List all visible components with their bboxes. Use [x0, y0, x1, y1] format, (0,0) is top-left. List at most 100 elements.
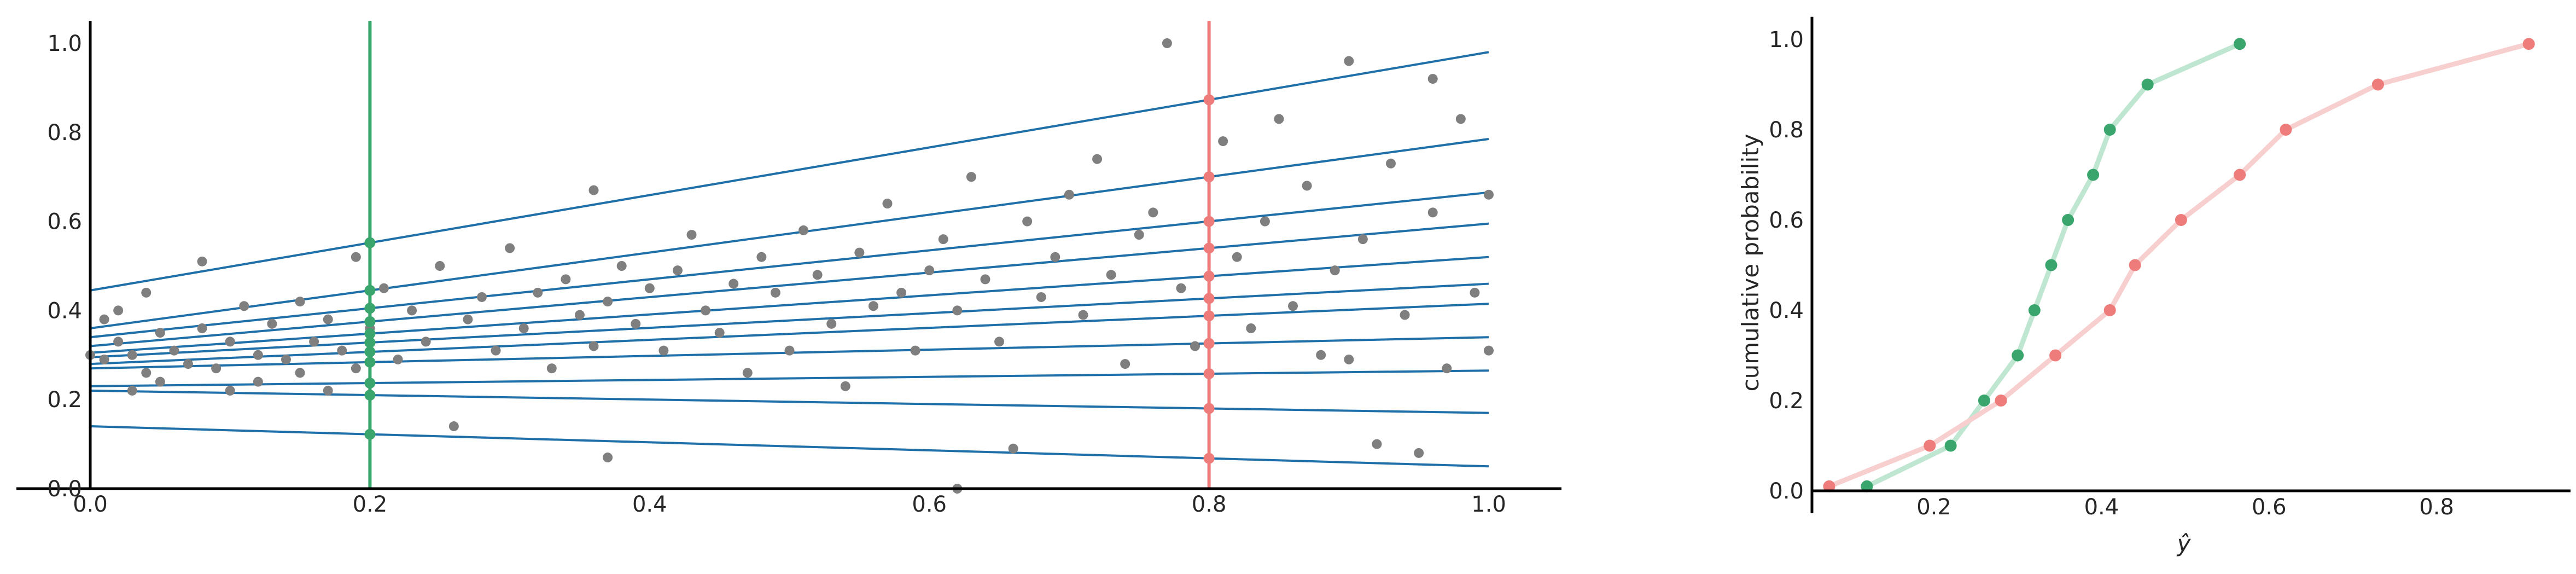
y-tick-label: 0.4 [47, 298, 82, 323]
scatter-point [99, 314, 109, 324]
scatter-point [407, 305, 417, 316]
cumulative-probability-panel: 0.2 0.4 0.6 0.8 0.0 0.2 0.4 0.6 0.8 1.0 cumulativ… [1737, 16, 2571, 557]
scatter-point [546, 363, 557, 374]
scatter-point [253, 376, 263, 387]
scatter-point [378, 283, 389, 293]
scatter-point [896, 287, 907, 298]
scatter-point [966, 172, 976, 182]
cdf-point [1823, 480, 1835, 492]
scatter-point [1330, 265, 1340, 276]
intersection-marker [364, 303, 376, 314]
scatter-point [701, 305, 711, 316]
intersection-marker [1203, 403, 1215, 414]
y-tick-label: 1.0 [47, 31, 82, 56]
scatter-point [784, 345, 795, 356]
scatter-point [225, 337, 235, 347]
cdf-point [1861, 480, 1873, 492]
scatter-point [141, 287, 151, 298]
scatter-point [658, 345, 669, 356]
scatter-point [295, 368, 305, 378]
intersection-marker [364, 328, 376, 339]
y-tick-label: 0.8 [1769, 118, 1804, 143]
vertical-reference-lines [368, 21, 1211, 489]
right-tick-labels: 0.2 0.4 0.6 0.8 0.0 0.2 0.4 0.6 0.8 1.0 [1769, 27, 2454, 520]
scatter-point [574, 310, 585, 320]
scatter-point [183, 359, 193, 369]
scatter-point [1050, 252, 1060, 262]
y-tick-label: 0.6 [1769, 208, 1804, 233]
intersection-marker [364, 346, 376, 358]
intersection-marker [364, 356, 376, 368]
scatter-point [1400, 310, 1410, 320]
scatter-points [85, 38, 1494, 494]
scatter-point [1414, 448, 1424, 458]
cdf-point [2371, 78, 2384, 91]
scatter-point [1134, 230, 1144, 240]
scatter-point [840, 381, 850, 391]
cdf-series [1823, 38, 2535, 492]
quantile-line-2 [90, 389, 1489, 414]
scatter-point [588, 341, 599, 351]
scatter-point [1288, 301, 1298, 311]
x-tick-label: 0.6 [912, 492, 947, 517]
x-tick-label: 0.4 [2084, 495, 2119, 520]
left-axes [16, 21, 1561, 490]
cdf-point [2012, 349, 2024, 362]
scatter-point [281, 354, 291, 364]
scatter-point [616, 261, 627, 271]
intersection-marker [364, 316, 376, 327]
scatter-point [113, 305, 124, 316]
scatter-point [197, 256, 207, 266]
intersection-marker [364, 237, 376, 248]
scatter-point [1120, 359, 1130, 369]
scatter-point [99, 354, 109, 364]
y-tick-label: 0.0 [1769, 479, 1804, 504]
scatter-point [1274, 114, 1284, 124]
scatter-point [924, 265, 935, 276]
scatter-point [1148, 207, 1158, 218]
scatter-point [1064, 189, 1074, 200]
scatter-point [1386, 158, 1396, 169]
quantile-line-3 [90, 369, 1489, 387]
scatter-point [826, 318, 837, 329]
quantile-line-9 [90, 191, 1489, 339]
cdf-point [1924, 439, 1936, 452]
intersection-marker [1203, 310, 1215, 322]
cdf-point [2522, 38, 2535, 50]
quantile-regression-lines [90, 51, 1489, 468]
scatter-point [1218, 136, 1228, 147]
quantile-line-8 [90, 222, 1489, 347]
intersection-marker [364, 337, 376, 349]
scatter-point [938, 234, 948, 245]
scatter-point [1092, 154, 1103, 164]
scatter-point [1162, 38, 1172, 48]
cdf-point [2045, 259, 2058, 271]
cdf-point [2049, 349, 2062, 362]
scatter-point [728, 279, 739, 289]
cdf-point [2234, 38, 2246, 50]
scatter-point [1344, 56, 1354, 66]
x-tick-label: 0.4 [632, 492, 667, 517]
scatter-point [505, 243, 515, 253]
scatter-point [267, 318, 277, 329]
x-tick-label: 0.8 [1192, 492, 1227, 517]
cdf-point [2234, 169, 2246, 181]
scatter-point [533, 287, 543, 298]
scatter-point [1302, 181, 1312, 191]
scatter-point [1470, 287, 1480, 298]
scatter-point [770, 287, 780, 298]
cdf-point [2087, 169, 2100, 181]
scatter-point [421, 337, 431, 347]
quantile-line-6 [90, 282, 1489, 358]
scatter-point [113, 337, 124, 347]
scatter-point [980, 274, 990, 285]
quantile-scatter-panel: 0.0 0.2 0.4 0.6 0.8 1.0 0.0 0.2 0.4 0.6 0.8 1.0 [16, 21, 1561, 517]
scatter-point [169, 345, 179, 356]
quantile-line-10 [90, 138, 1489, 329]
quantile-line-1 [90, 425, 1489, 468]
scatter-point [631, 318, 641, 329]
cdf-point [2028, 304, 2041, 316]
scatter-point [603, 453, 613, 463]
scatter-point [1357, 234, 1368, 245]
intersection-marker [1203, 216, 1215, 227]
